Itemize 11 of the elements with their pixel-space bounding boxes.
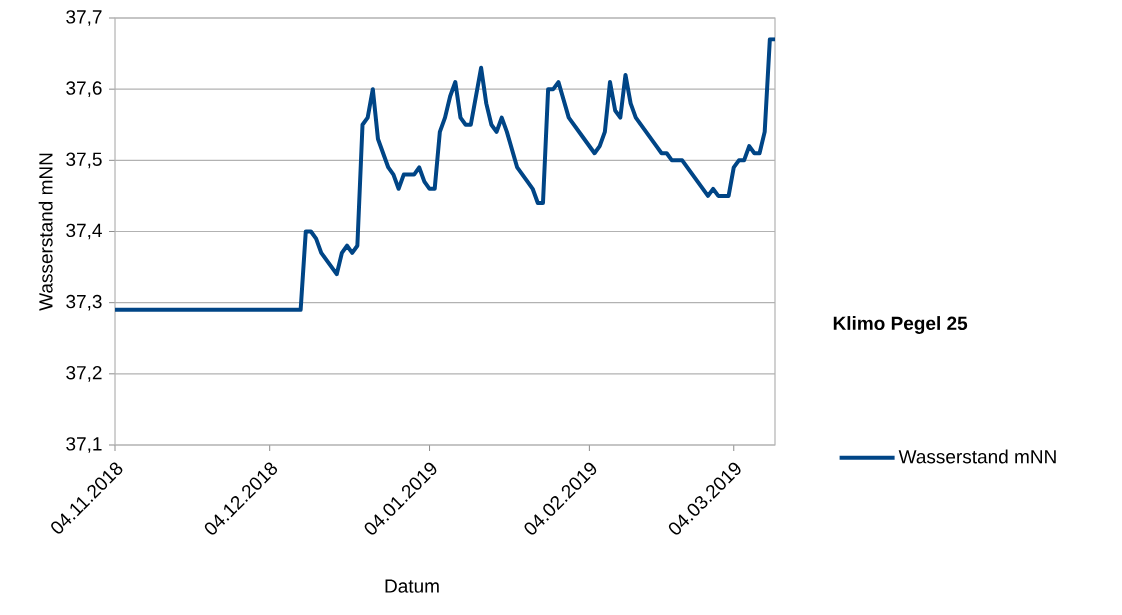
y-tick-label: 37,6: [66, 81, 102, 98]
y-tick-label: 37,1: [66, 437, 102, 453]
y-tick-label: 37,4: [66, 223, 102, 240]
y-tick-label: 37,5: [66, 152, 102, 169]
x-axis-title: Datum: [385, 579, 439, 593]
legend-label: Wasserstand mNN: [898, 449, 1056, 464]
y-axis-title: Wasserstand mNN: [38, 153, 53, 311]
y-tick-label: 37,7: [66, 10, 102, 26]
y-tick-label: 37,3: [66, 294, 102, 311]
text: Klimo Pegel 25: [833, 316, 968, 334]
y-tick-label: 37,2: [66, 365, 102, 382]
